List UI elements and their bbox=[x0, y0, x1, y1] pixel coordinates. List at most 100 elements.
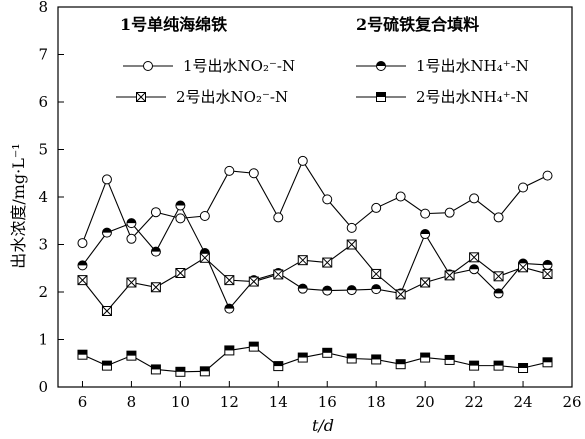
data-point bbox=[297, 255, 308, 266]
data-point bbox=[420, 229, 431, 240]
legend-marker bbox=[376, 61, 386, 71]
data-point bbox=[518, 363, 529, 373]
data-point bbox=[518, 182, 529, 193]
x-tick-label: 12 bbox=[220, 393, 239, 411]
legend-item: 2号出水NH₄⁺-N bbox=[356, 88, 529, 106]
legend-label: 1号出水NO₂⁻-N bbox=[183, 57, 295, 75]
data-point bbox=[493, 212, 504, 223]
x-tick-label: 20 bbox=[416, 393, 435, 411]
y-tick-label: 6 bbox=[38, 93, 48, 111]
data-point bbox=[395, 289, 406, 300]
data-point bbox=[224, 345, 235, 356]
data-point bbox=[395, 191, 406, 202]
data-point bbox=[493, 288, 504, 299]
data-point bbox=[420, 208, 431, 219]
data-point bbox=[346, 285, 357, 296]
data-point bbox=[150, 207, 161, 218]
data-point bbox=[248, 276, 259, 287]
data-point bbox=[346, 239, 357, 250]
legend-header-reactor-2: 2号硫铁复合填料 bbox=[356, 15, 479, 34]
data-point bbox=[273, 269, 284, 280]
x-tick-label: 6 bbox=[78, 393, 88, 411]
data-point bbox=[175, 268, 186, 278]
data-point bbox=[175, 366, 186, 377]
y-tick-label: 2 bbox=[38, 283, 48, 301]
data-point bbox=[199, 211, 210, 221]
data-point bbox=[395, 359, 406, 370]
data-point bbox=[126, 233, 137, 244]
data-point bbox=[493, 360, 504, 371]
x-tick-label: 22 bbox=[465, 393, 484, 411]
x-tick-label: 14 bbox=[269, 393, 288, 411]
data-point bbox=[126, 218, 137, 229]
data-point bbox=[420, 352, 431, 363]
legend-label: 2号出水NO₂⁻-N bbox=[176, 88, 288, 106]
data-point bbox=[248, 341, 259, 352]
series-4 bbox=[77, 341, 553, 377]
x-tick-label: 26 bbox=[562, 393, 581, 411]
y-tick-label: 1 bbox=[38, 331, 48, 349]
x-tick-label: 8 bbox=[127, 393, 137, 411]
data-point bbox=[77, 260, 88, 271]
data-point bbox=[101, 227, 112, 238]
data-point bbox=[469, 193, 480, 204]
data-point bbox=[322, 285, 333, 296]
data-point bbox=[297, 352, 308, 363]
x-tick-label: 16 bbox=[318, 393, 337, 411]
y-tick-label: 3 bbox=[38, 236, 48, 254]
legend-marker bbox=[376, 92, 386, 102]
legend-label: 1号出水NH₄⁺-N bbox=[416, 57, 529, 75]
data-point bbox=[199, 252, 210, 263]
y-tick-label: 0 bbox=[38, 378, 48, 396]
data-point bbox=[273, 361, 284, 372]
data-point bbox=[542, 170, 553, 181]
data-point bbox=[371, 268, 382, 279]
y-tick-label: 4 bbox=[38, 188, 48, 206]
data-point bbox=[126, 277, 137, 288]
data-point bbox=[101, 174, 112, 185]
data-point bbox=[518, 262, 529, 273]
data-point bbox=[444, 354, 455, 365]
data-point bbox=[175, 200, 186, 211]
legend-marker bbox=[143, 61, 153, 71]
legend-marker bbox=[136, 92, 146, 102]
data-point bbox=[77, 349, 88, 360]
data-point bbox=[444, 270, 455, 281]
legend-label: 2号出水NH₄⁺-N bbox=[416, 88, 529, 106]
data-point bbox=[101, 306, 112, 316]
data-point bbox=[273, 212, 284, 223]
y-axis-title: 出水浓度/mg·L⁻¹ bbox=[9, 143, 28, 268]
x-axis-title: t/d bbox=[312, 416, 334, 435]
x-tick-label: 10 bbox=[171, 393, 190, 411]
y-tick-label: 5 bbox=[38, 141, 48, 159]
data-point bbox=[346, 222, 357, 233]
legend-item: 1号出水NH₄⁺-N bbox=[356, 57, 529, 75]
data-point bbox=[542, 268, 553, 279]
data-point bbox=[150, 282, 161, 293]
data-point bbox=[77, 275, 88, 286]
y-tick-label: 7 bbox=[38, 46, 48, 64]
x-tick-label: 24 bbox=[514, 393, 533, 411]
data-point bbox=[297, 155, 308, 166]
data-point bbox=[371, 284, 382, 295]
legend-header-reactor-1: 1号单纯海绵铁 bbox=[120, 15, 227, 34]
data-point bbox=[444, 207, 455, 218]
data-point bbox=[248, 168, 259, 179]
data-point bbox=[224, 165, 235, 176]
data-point bbox=[469, 252, 480, 263]
x-tick-label: 18 bbox=[367, 393, 386, 411]
data-point bbox=[469, 360, 480, 371]
data-point bbox=[101, 360, 112, 371]
data-point bbox=[322, 347, 333, 358]
data-point bbox=[371, 202, 382, 213]
legend-item: 1号出水NO₂⁻-N bbox=[123, 57, 295, 75]
legend-item: 2号出水NO₂⁻-N bbox=[116, 88, 288, 106]
series-1 bbox=[77, 155, 553, 249]
data-point bbox=[542, 357, 553, 368]
data-point bbox=[77, 238, 88, 249]
data-point bbox=[297, 283, 308, 294]
data-point bbox=[199, 366, 210, 377]
data-point bbox=[224, 275, 235, 286]
y-tick-label: 8 bbox=[38, 0, 48, 16]
